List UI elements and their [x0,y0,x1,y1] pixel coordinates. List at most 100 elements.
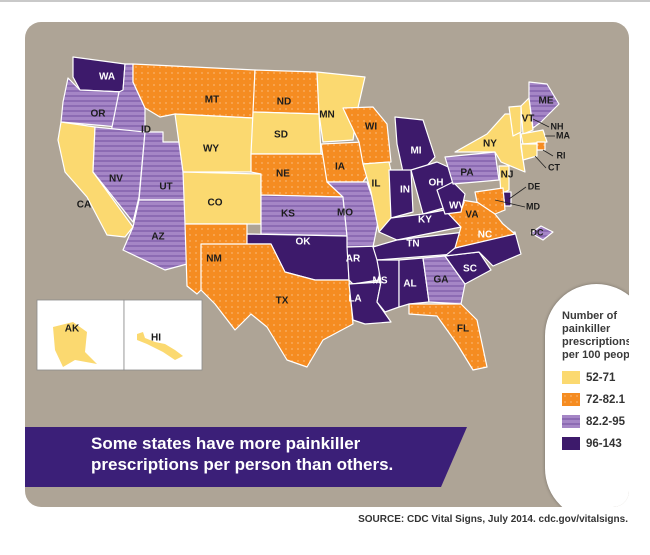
state-in [388,169,414,219]
legend-label: 72-82.1 [586,393,626,406]
legend-swatch [562,393,580,406]
state-label-in: IN [400,185,410,196]
state-label-ks: KS [281,209,295,220]
legend-swatch [562,415,580,428]
us-map: WA OR CA ID NV AZ UT MT WY CO NM ND SD NE KS OK TX MN IA MO… [36,56,570,371]
state-label-sc: SC [463,264,477,275]
state-label-de: DE [528,181,541,191]
state-label-id: ID [141,125,151,136]
state-label-nd: ND [277,97,291,108]
state-fl [408,303,488,371]
state-label-ia: IA [335,162,345,173]
state-label-ms: MS [373,276,388,287]
state-label-ok: OK [296,237,312,248]
state-label-mn: MN [319,110,335,121]
state-label-ca: CA [77,200,91,211]
state-label-wv: WV [449,201,465,212]
leader-line-md [494,199,526,208]
state-nv [92,126,146,223]
legend-item: 96-143 [562,437,629,450]
state-label-ne: NE [276,169,290,180]
state-label-tx: TX [276,296,289,307]
state-label-ri: RI [557,150,566,160]
alaska-hawaii-inset [36,299,203,371]
state-label-al: AL [403,279,416,290]
legend-label: 52-71 [586,371,616,384]
state-ma [520,129,548,145]
state-va [444,199,516,249]
state-label-sd: SD [274,130,288,141]
state-wv [436,181,466,215]
state-label-mi: MI [410,146,421,157]
state-dc [530,225,554,241]
state-label-co: CO [208,198,223,209]
map-title: Some states have more painkiller prescri… [91,434,394,474]
state-label-ky: KY [418,215,432,226]
state-ri [536,141,546,151]
leader-line-nh [532,118,550,128]
state-label-ct: CT [548,162,560,172]
state-nj [498,165,510,195]
state-vt [508,105,522,137]
state-label-ar: AR [346,254,361,265]
state-label-me: ME [539,96,554,107]
state-label-nm: NM [206,254,222,265]
state-md [474,187,506,215]
state-label-oh: OH [429,178,444,189]
state-label-wy: WY [203,144,219,155]
state-ks [260,194,348,237]
state-mi [394,116,436,173]
state-label-mt: MT [205,95,219,106]
state-label-nh: NH [551,121,564,131]
top-rule [0,0,650,2]
state-ga [422,255,466,305]
state-label-mo: MO [337,208,353,219]
state-ak [53,322,97,367]
leader-line-de [508,186,527,200]
legend: Number of painkiller prescriptions per 1… [545,284,629,507]
legend-swatch [562,371,580,384]
state-label-ny: NY [483,139,497,150]
source-note: SOURCE: CDC Vital Signs, July 2014. cdc.… [358,514,628,525]
legend-item: 72-82.1 [562,393,629,406]
state-me [528,81,560,129]
state-nc [444,231,522,267]
state-label-hi: HI [151,333,161,344]
state-label-la: LA [348,294,361,305]
state-label-wa: WA [99,72,115,83]
state-label-ak: AK [65,324,80,335]
leader-line-ri [542,149,554,157]
state-label-ut: UT [159,182,172,193]
state-mt [132,63,256,119]
state-label-nc: NC [478,230,492,241]
legend-label: 82.2-95 [586,415,626,428]
state-label-nv: NV [109,174,123,185]
state-label-fl: FL [457,324,469,335]
state-label-nj: NJ [501,170,514,181]
title-banner [25,427,467,487]
state-hi [137,332,183,360]
state-wi [342,106,392,165]
state-label-vt: VT [522,114,535,125]
state-label-va: VA [465,210,478,221]
legend-title: Number of painkiller prescriptions per 1… [562,310,629,361]
state-label-wi: WI [365,122,377,133]
state-pa [444,151,500,185]
legend-item: 82.2-95 [562,415,629,428]
state-label-or: OR [91,109,107,120]
state-ct [520,143,538,161]
state-label-pa: PA [460,168,473,179]
state-label-dc: DC [531,227,544,237]
legend-item: 52-71 [562,371,629,384]
state-label-ga: GA [434,275,449,286]
legend-swatch [562,437,580,450]
state-tx [200,243,354,368]
state-label-ma: MA [556,130,570,140]
leader-line-ct [534,155,547,169]
state-label-az: AZ [151,232,164,243]
state-label-il: IL [372,179,381,190]
state-al [398,257,430,308]
state-label-md: MD [526,201,540,211]
legend-label: 96-143 [586,437,622,450]
state-label-tn: TN [406,239,419,250]
